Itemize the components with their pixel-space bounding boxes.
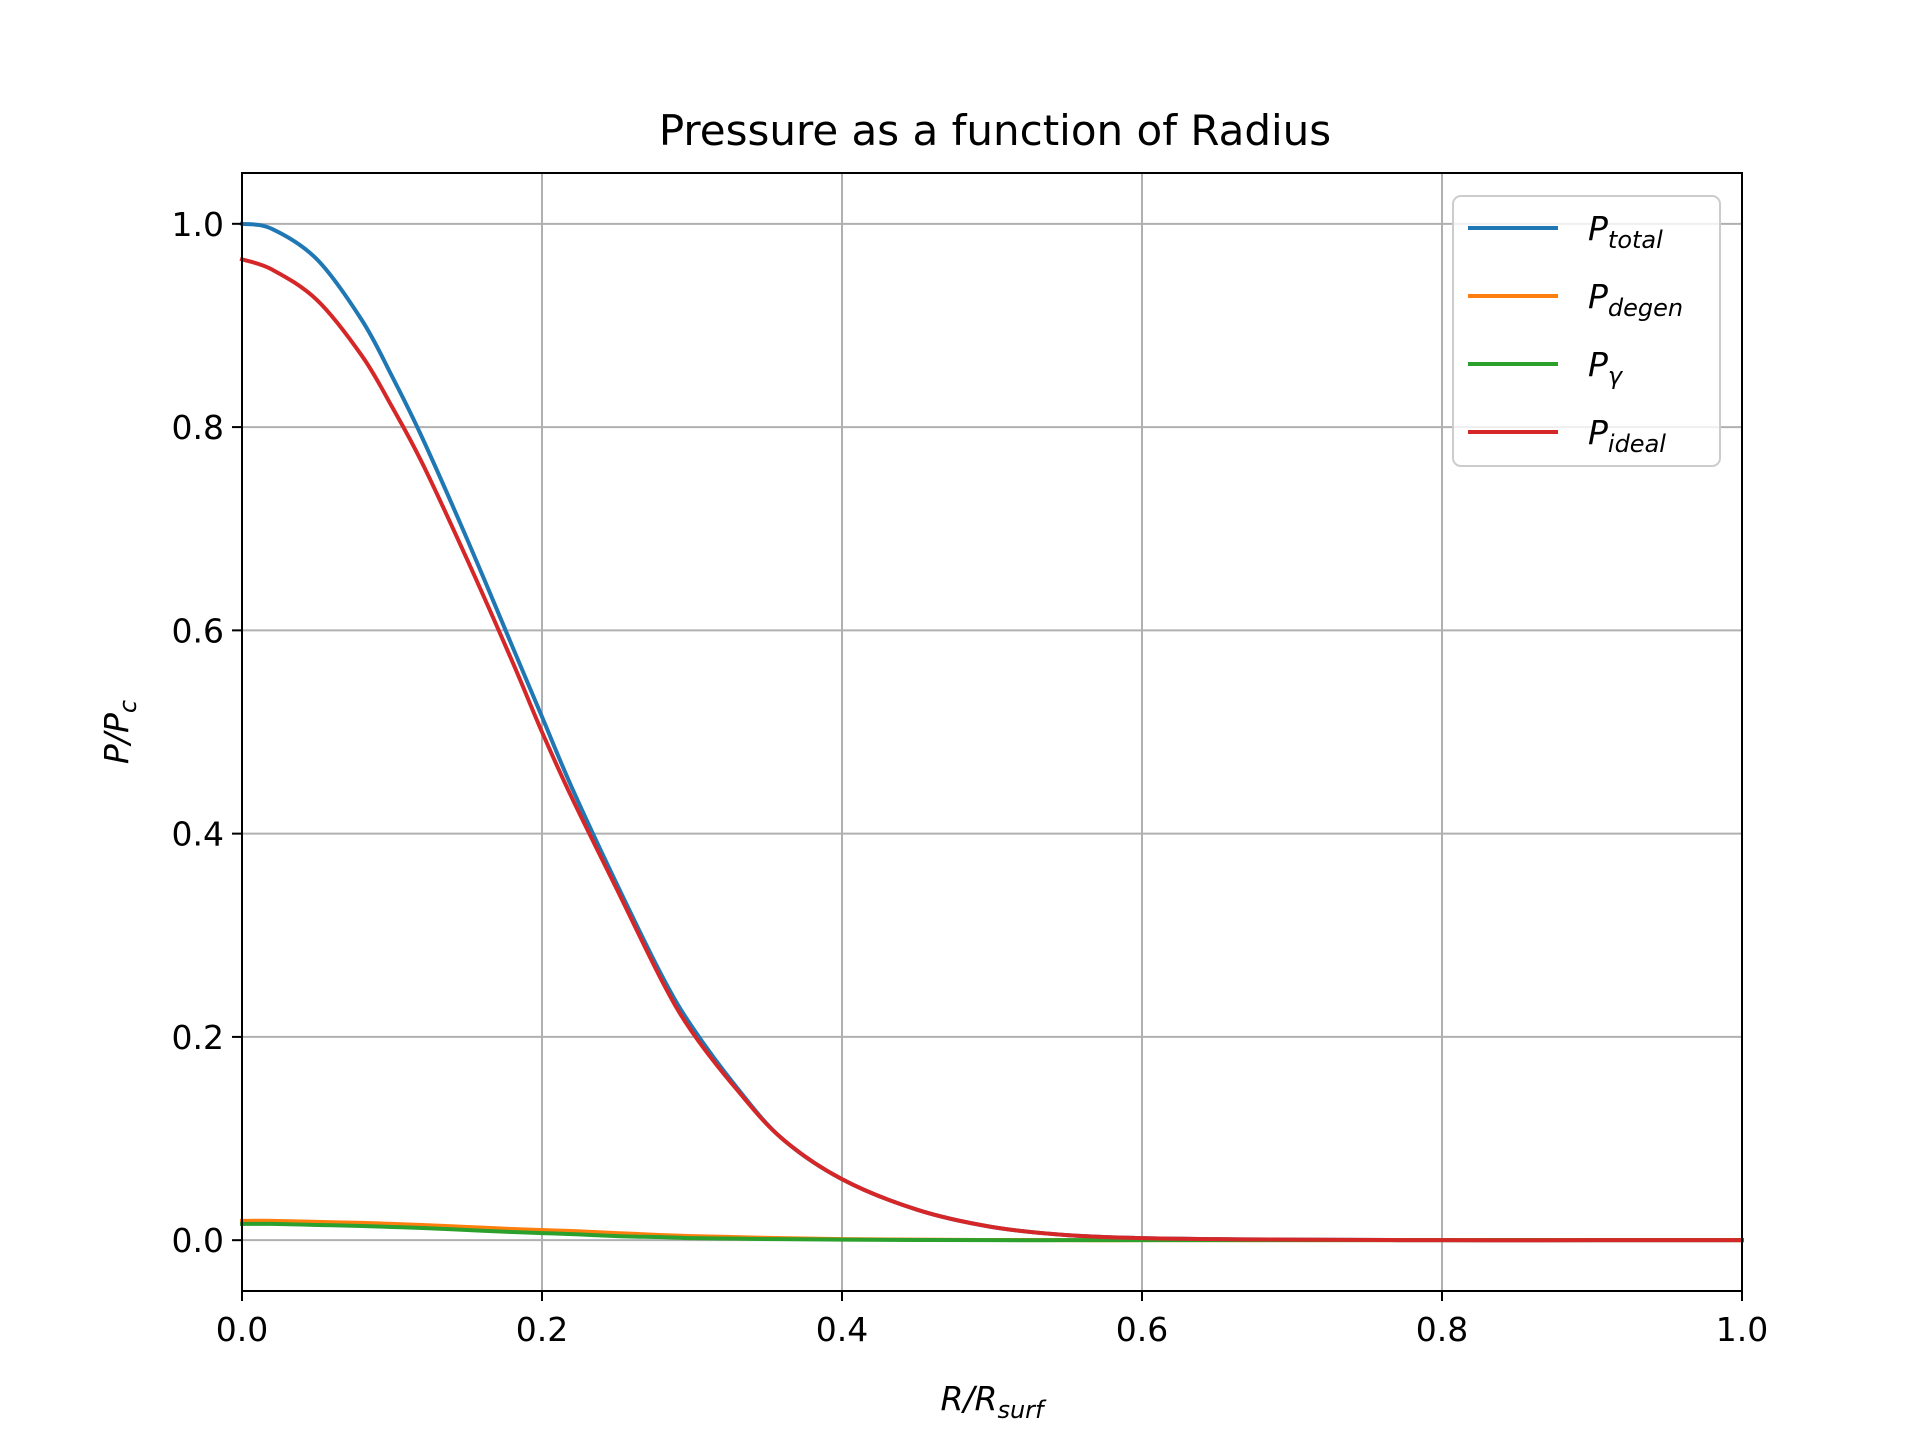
series-line-ideal bbox=[239, 256, 1744, 1243]
x-tick-label: 0.6 bbox=[1116, 1310, 1168, 1349]
x-tick-label: 0.4 bbox=[816, 1310, 868, 1349]
legend-label-γ: Pγ bbox=[1588, 345, 1624, 390]
x-tick-label: 0.0 bbox=[216, 1310, 268, 1349]
legend-label-ideal: Pideal bbox=[1588, 413, 1666, 458]
y-tick-label: 0.0 bbox=[172, 1221, 224, 1260]
y-tick-label: 0.2 bbox=[172, 1018, 224, 1057]
series-lines bbox=[239, 221, 1744, 1243]
legend-label-total: Ptotal bbox=[1588, 209, 1663, 254]
y-tick-label: 1.0 bbox=[172, 205, 224, 244]
x-tick-label: 0.8 bbox=[1416, 1310, 1468, 1349]
legend-label-degen: Pdegen bbox=[1588, 277, 1683, 322]
legend-box bbox=[1452, 195, 1721, 467]
y-tick-label: 0.8 bbox=[172, 408, 224, 447]
x-tick-label: 1.0 bbox=[1716, 1310, 1768, 1349]
y-axis-label: P/Pc bbox=[97, 700, 142, 764]
x-tick-label: 0.2 bbox=[516, 1310, 568, 1349]
y-tick-label: 0.6 bbox=[172, 611, 224, 650]
legend-entries: Ptotal Pdegen Pγ Pideal bbox=[1468, 209, 1683, 458]
y-tick-label: 0.4 bbox=[172, 815, 224, 854]
x-axis-label: R/Rsurf bbox=[940, 1379, 1047, 1424]
y-axis-label-sub: c bbox=[114, 700, 142, 713]
axis-ticks: 0.0 0.2 0.4 0.6 0.8 1.0 0.0 0.2 0.4 0.6 0.8 1.0 bbox=[172, 205, 1769, 1349]
y-axis-label-base: P/P bbox=[97, 713, 136, 764]
plot-frame bbox=[241, 172, 1743, 1292]
x-axis-label-base: R/R bbox=[940, 1379, 997, 1418]
chart-title: Pressure as a function of Radius bbox=[659, 106, 1331, 155]
legend: Ptotal Pdegen Pγ Pideal bbox=[1452, 195, 1721, 467]
x-axis-label-sub: surf bbox=[997, 1396, 1047, 1424]
